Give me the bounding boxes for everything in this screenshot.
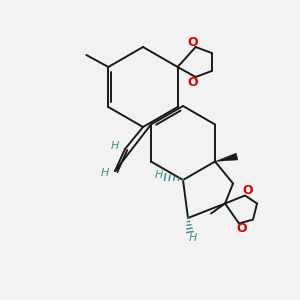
Text: O: O [237,222,248,235]
Text: H: H [101,168,109,178]
Text: O: O [187,35,198,49]
Text: H: H [155,170,163,180]
Text: H: H [111,141,119,151]
Text: O: O [187,76,198,88]
Polygon shape [215,153,238,161]
Text: O: O [243,184,254,197]
Text: H: H [189,233,197,243]
